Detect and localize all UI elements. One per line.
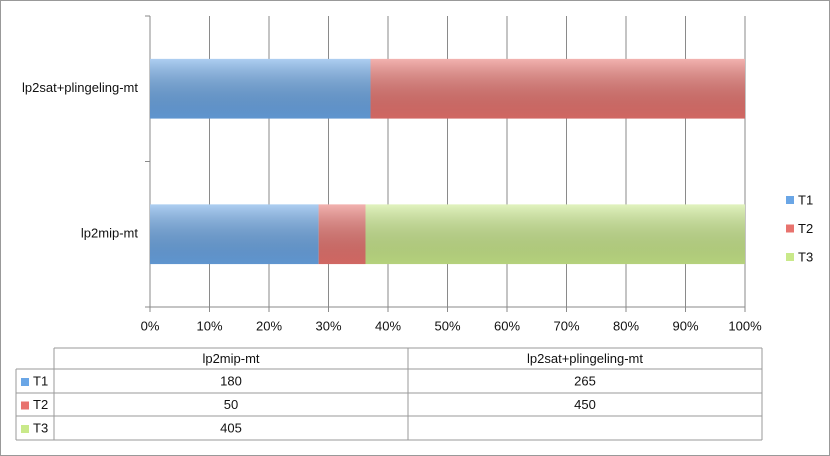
table-cell: 180 — [220, 373, 242, 388]
legend-swatch — [786, 253, 794, 261]
x-tick-label: 0% — [141, 318, 160, 333]
x-tick-label: 80% — [613, 318, 639, 333]
legend-swatch — [786, 224, 794, 233]
table-swatch — [21, 425, 29, 433]
table-swatch — [21, 378, 29, 386]
table-header: lp2sat+plingeling-mt — [527, 351, 643, 366]
bar-sheen — [150, 58, 371, 119]
legend-label: T2 — [798, 221, 813, 236]
x-tick-label: 20% — [256, 318, 282, 333]
x-tick-label: 50% — [434, 318, 460, 333]
x-tick-label: 30% — [315, 318, 341, 333]
x-tick-label: 90% — [672, 318, 698, 333]
x-tick-label: 70% — [553, 318, 579, 333]
table-cell: 50 — [224, 397, 238, 412]
table-cell: 265 — [574, 373, 596, 388]
legend-label: T1 — [798, 192, 813, 207]
bar-sheen — [318, 204, 366, 265]
y-tick-label: lp2sat+plingeling-mt — [22, 80, 138, 95]
table-row-label: T2 — [33, 397, 48, 412]
x-tick-label: 60% — [494, 318, 520, 333]
table-row-label: T3 — [33, 420, 48, 435]
bar-sheen — [150, 204, 319, 265]
x-tick-label: 100% — [728, 318, 762, 333]
bar-sheen — [365, 204, 745, 265]
table-cell: 450 — [574, 397, 596, 412]
table-row-label: T1 — [33, 373, 48, 388]
table-header: lp2mip-mt — [202, 351, 259, 366]
table-cell: 405 — [220, 420, 242, 435]
table-swatch — [21, 401, 29, 410]
x-tick-label: 40% — [375, 318, 401, 333]
x-tick-label: 10% — [196, 318, 222, 333]
bar-sheen — [370, 58, 745, 119]
y-tick-label: lp2mip-mt — [81, 226, 138, 241]
legend-label: T3 — [798, 249, 813, 264]
legend-swatch — [786, 196, 794, 204]
